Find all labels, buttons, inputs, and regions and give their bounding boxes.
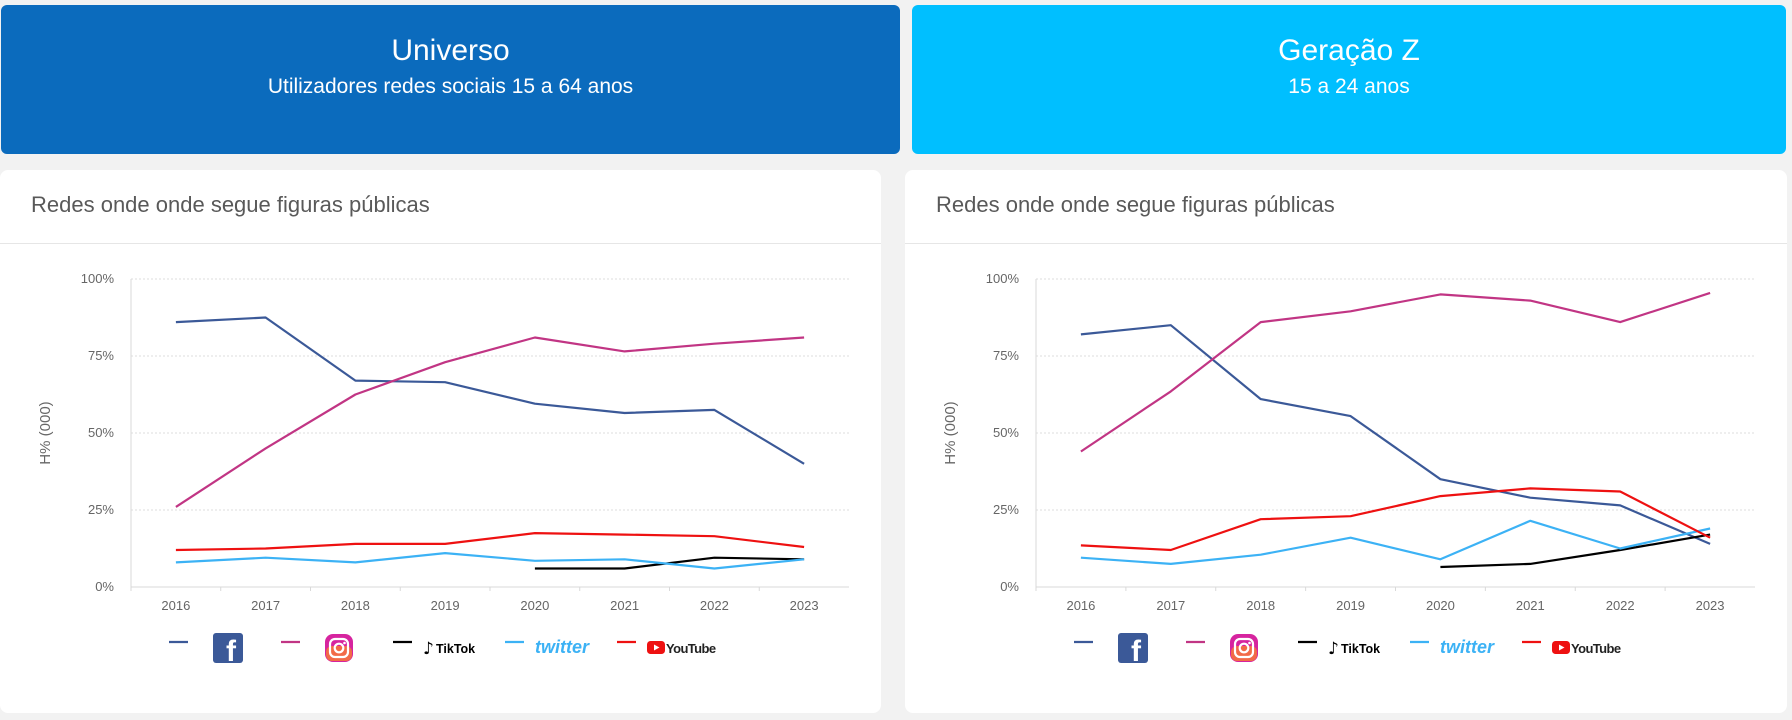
series-line-twitter [1080,519,1711,565]
x-tick-label: 2019 [1336,598,1365,613]
twitter-icon: twitter [535,637,590,657]
banner-title: Universo [391,34,510,67]
twitter-icon: twitter [1440,637,1495,657]
banner-subtitle: 15 a 24 anos [1288,75,1410,98]
tiktok-icon: ♪ TikTok [423,639,475,659]
x-tick-label: 2021 [1516,598,1545,613]
y-tick-label: 0% [1000,579,1019,594]
youtube-icon: YouTube [1552,641,1621,656]
x-tick-label: 2018 [341,598,370,613]
series-line-facebook [175,316,805,465]
series-line-twitter [175,552,805,570]
legend-item-twitter[interactable]: twitter [1410,637,1495,657]
svg-text:YouTube: YouTube [666,641,716,656]
x-tick-label: 2016 [1066,598,1095,613]
banner-universo: Universo Utilizadores redes sociais 15 a… [1,5,900,154]
y-tick-label: 50% [993,425,1019,440]
svg-text:TikTok: TikTok [436,642,475,656]
x-tick-label: 2020 [520,598,549,613]
chart-card-universo: Redes onde onde segue figuras públicas 0… [0,170,881,713]
x-tick-label: 2023 [790,598,819,613]
svg-text:♪: ♪ [1328,639,1339,659]
line-chart-universo: 0% 25% 50% 75% 100% 2016 2017 2018 2019 2020 2021 2… [37,271,849,668]
youtube-icon: YouTube [647,641,716,656]
legend-item-tiktok[interactable]: ♪ TikTok [1298,639,1380,659]
y-axis-label: H% (000) [37,401,54,464]
y-tick-label: 75% [88,348,114,363]
chart-title: Redes onde onde segue figuras públicas [31,192,430,217]
svg-text:YouTube: YouTube [1571,641,1621,656]
x-tick-label: 2016 [161,598,190,613]
axes: 0% 25% 50% 75% 100% 2016 2017 2018 2019 2020 2021 2… [942,271,1755,613]
legend-item-instagram[interactable] [281,634,353,662]
y-tick-label: 25% [88,502,114,517]
chart-title: Redes onde onde segue figuras públicas [936,192,1335,217]
legend-item-instagram[interactable] [1186,634,1258,662]
facebook-icon: f [1118,633,1148,668]
x-tick-label: 2020 [1426,598,1455,613]
x-tick-label: 2022 [700,598,729,613]
svg-text:f: f [1131,635,1142,668]
y-tick-label: 75% [993,348,1019,363]
svg-text:♪: ♪ [423,639,434,659]
x-tick-label: 2017 [251,598,280,613]
y-tick-label: 25% [993,502,1019,517]
divider [905,243,1787,244]
facebook-icon: f [213,633,243,668]
chart-legend: f ♪ TikTok twitter YouTube [169,633,716,668]
x-tick-label: 2021 [610,598,639,613]
svg-text:f: f [226,635,237,668]
y-tick-label: 50% [88,425,114,440]
legend-item-tiktok[interactable]: ♪ TikTok [393,639,475,659]
chart-legend: f ♪ TikTok twitter YouTube [1074,633,1621,668]
svg-text:TikTok: TikTok [1341,642,1380,656]
x-tick-label: 2018 [1246,598,1275,613]
instagram-icon [325,634,353,662]
series-line-tiktok [1440,533,1711,569]
legend-item-youtube[interactable]: YouTube [1522,640,1621,656]
chart-card-geracao-z: Redes onde onde segue figuras públicas 0… [905,170,1787,713]
series-line-instagram [1080,291,1711,453]
y-tick-label: 0% [95,579,114,594]
axes: 0% 25% 50% 75% 100% 2016 2017 2018 2019 2020 2021 2… [37,271,849,613]
series-line-youtube [175,532,805,552]
series-line-facebook [1080,324,1711,545]
x-tick-label: 2017 [1156,598,1185,613]
y-tick-label: 100% [986,271,1020,286]
legend-item-facebook[interactable]: f [1074,633,1148,668]
banner-title: Geração Z [1278,34,1420,67]
legend-item-twitter[interactable]: twitter [505,637,590,657]
series-line-instagram [175,336,805,508]
banner-subtitle: Utilizadores redes sociais 15 a 64 anos [267,75,634,98]
gridlines [131,278,849,511]
y-axis-label: H% (000) [942,401,959,464]
legend-item-youtube[interactable]: YouTube [617,640,716,656]
series-line-youtube [1080,487,1711,552]
x-tick-label: 2023 [1696,598,1725,613]
x-tick-label: 2022 [1606,598,1635,613]
banner-geracao-z: Geração Z 15 a 24 anos [912,5,1786,154]
instagram-icon [1230,634,1258,662]
line-chart-geracao-z: 0% 25% 50% 75% 100% 2016 2017 2018 2019 2020 2021 2… [942,271,1755,668]
tiktok-icon: ♪ TikTok [1328,639,1380,659]
x-tick-label: 2019 [431,598,460,613]
divider [0,243,881,244]
y-tick-label: 100% [81,271,115,286]
legend-item-facebook[interactable]: f [169,633,243,668]
